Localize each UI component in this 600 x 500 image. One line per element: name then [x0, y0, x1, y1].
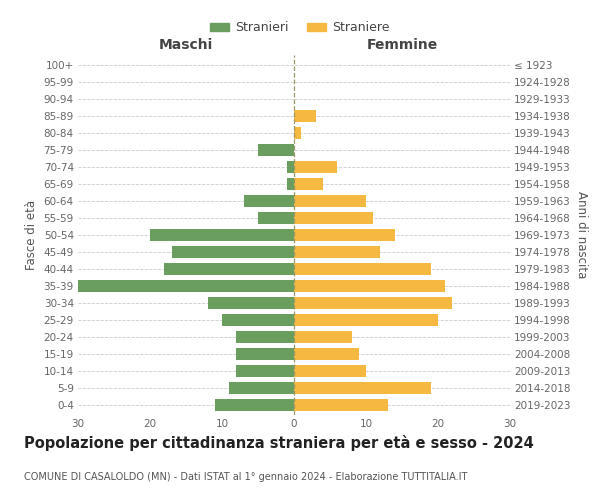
Bar	[294, 280, 445, 292]
Bar	[294, 382, 431, 394]
Bar	[78, 280, 294, 292]
Y-axis label: Anni di nascita: Anni di nascita	[575, 192, 587, 278]
Bar	[258, 144, 294, 156]
Bar	[287, 161, 294, 173]
Bar	[287, 178, 294, 190]
Bar	[294, 161, 337, 173]
Bar	[294, 348, 359, 360]
Bar	[164, 263, 294, 275]
Legend: Stranieri, Straniere: Stranieri, Straniere	[205, 16, 395, 40]
Bar	[294, 331, 352, 343]
Bar	[294, 110, 316, 122]
Bar	[294, 127, 301, 139]
Bar	[294, 229, 395, 241]
Bar	[222, 314, 294, 326]
Bar	[236, 364, 294, 377]
Bar	[244, 195, 294, 207]
Bar	[150, 229, 294, 241]
Bar	[294, 398, 388, 411]
Bar	[172, 246, 294, 258]
Bar	[294, 314, 438, 326]
Bar	[258, 212, 294, 224]
Text: COMUNE DI CASALOLDO (MN) - Dati ISTAT al 1° gennaio 2024 - Elaborazione TUTTITAL: COMUNE DI CASALOLDO (MN) - Dati ISTAT al…	[24, 472, 467, 482]
Bar	[236, 348, 294, 360]
Text: Popolazione per cittadinanza straniera per età e sesso - 2024: Popolazione per cittadinanza straniera p…	[24, 435, 534, 451]
Bar	[294, 195, 366, 207]
Bar	[236, 331, 294, 343]
Bar	[215, 398, 294, 411]
Bar	[229, 382, 294, 394]
Bar	[294, 364, 366, 377]
Bar	[294, 246, 380, 258]
Text: Femmine: Femmine	[367, 38, 437, 52]
Bar	[294, 178, 323, 190]
Bar	[294, 212, 373, 224]
Text: Maschi: Maschi	[159, 38, 213, 52]
Y-axis label: Fasce di età: Fasce di età	[25, 200, 38, 270]
Bar	[294, 297, 452, 309]
Bar	[294, 263, 431, 275]
Bar	[208, 297, 294, 309]
